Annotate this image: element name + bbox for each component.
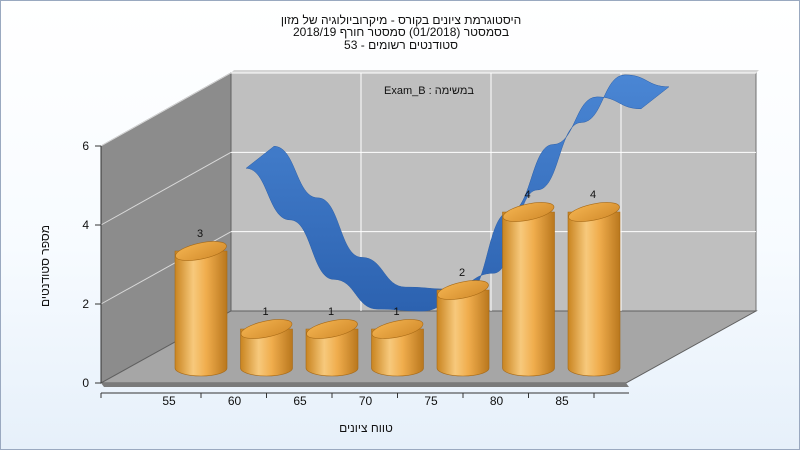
- bar-value-label: 3: [197, 228, 203, 240]
- bar-value-label: 1: [393, 306, 399, 318]
- grid-line: [100, 72, 232, 147]
- bar-body: [502, 211, 555, 377]
- bar-top: [502, 202, 555, 222]
- bar: 3: [174, 228, 228, 377]
- bar-body: [371, 328, 424, 377]
- chart-title-line-3: סטודנטים רשומים - 53: [344, 38, 458, 52]
- bar-value-label: 1: [328, 306, 334, 318]
- chart-title-line-1: היסטוגרמת ציונים בקורס - מיקרוביולוגיה ש…: [280, 13, 522, 27]
- bar-body: [174, 250, 228, 377]
- bar-top: [568, 202, 620, 222]
- chart-subtitle: במשימה : Exam_B: [384, 85, 474, 97]
- floor-edge: [101, 383, 629, 387]
- bar-top: [306, 319, 358, 339]
- trend-ribbon: [245, 74, 670, 312]
- bar-top: [437, 280, 489, 300]
- bar: 4: [567, 189, 621, 377]
- bars: 3 1 1 1 2 4 4: [174, 189, 621, 377]
- x-tick-label: 70: [359, 394, 373, 408]
- bar-top: [371, 319, 424, 339]
- bar-body: [305, 328, 359, 377]
- bar-value-label: 4: [590, 189, 596, 201]
- bar-value-label: 4: [524, 189, 530, 201]
- bar: 4: [502, 189, 555, 377]
- bar: 2: [436, 267, 490, 377]
- back-top-edge: [231, 70, 759, 73]
- bar: 1: [305, 306, 359, 377]
- bar-top: [175, 241, 227, 261]
- x-tick-label: 75: [424, 394, 438, 408]
- y-tick-label: 4: [82, 218, 89, 232]
- x-tick-label: 80: [490, 394, 504, 408]
- bar-top: [240, 319, 293, 339]
- x-axis: 55 60 65 70 75 80 85: [100, 392, 629, 408]
- x-axis-title: טווח ציונים: [339, 421, 393, 435]
- x-tick-label: 85: [555, 394, 569, 408]
- bar-body: [240, 328, 293, 377]
- x-tick-label: 65: [293, 394, 307, 408]
- y-tick-label: 2: [82, 297, 89, 311]
- x-tick-label: 60: [228, 394, 242, 408]
- bar-value-label: 2: [459, 267, 465, 279]
- bar-body: [567, 211, 621, 377]
- y-axis: 0 2 4 6: [82, 139, 102, 390]
- trend-line: [245, 74, 670, 312]
- bar-body: [436, 289, 490, 377]
- back-wall: [230, 72, 757, 312]
- chart-title-line-2: בסמסטר (01/2018) סמסטר חורף 2018/19: [292, 25, 510, 39]
- bar-value-label: 1: [262, 306, 268, 318]
- bar: 1: [371, 306, 424, 377]
- x-tick-label: 55: [162, 394, 176, 408]
- y-tick-label: 0: [82, 376, 89, 390]
- y-tick-label: 6: [82, 139, 89, 153]
- bar: 1: [240, 306, 293, 377]
- grid-line: [100, 151, 232, 226]
- y-axis-title: מספר סטודנטים: [38, 225, 52, 307]
